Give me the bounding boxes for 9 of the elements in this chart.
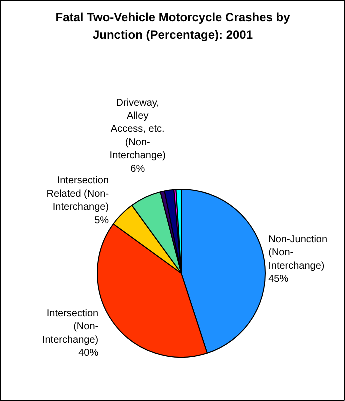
slice-label: Intersection (Non- Interchange) (42, 308, 99, 346)
data-label: 45% (268, 274, 289, 285)
chart-title: Fatal Two-Vehicle Motorcycle Crashes by Junction (Percentage): 2001 (56, 10, 291, 42)
data-label: 5% (94, 215, 110, 226)
slice-label: Driveway, Alley Access, etc. (Non- Interchange) (110, 98, 166, 162)
slice-label: Non-Junction (Non- Interchange) (268, 234, 328, 272)
slice-label: Intersection Related (Non- Interchange) (46, 176, 110, 214)
data-label: 40% (78, 348, 99, 360)
data-label: 6% (130, 164, 146, 175)
